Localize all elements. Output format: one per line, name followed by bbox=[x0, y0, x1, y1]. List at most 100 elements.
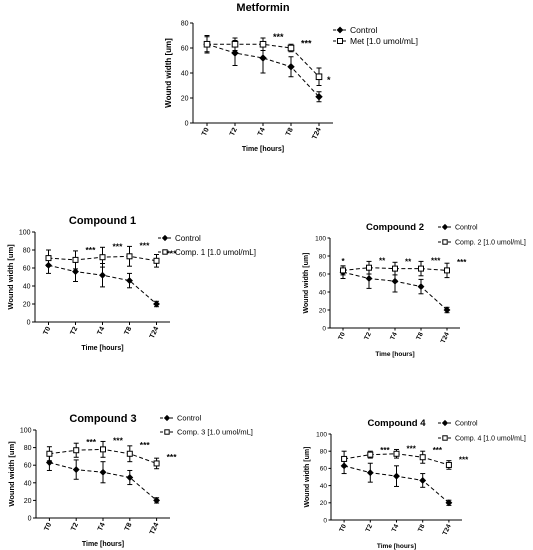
legend-marker bbox=[441, 419, 449, 427]
data-point bbox=[340, 267, 346, 274]
y-tick-label: 100 bbox=[315, 235, 326, 242]
data-point bbox=[153, 300, 160, 308]
data-point bbox=[419, 454, 426, 461]
significance-marker: ** bbox=[405, 257, 412, 266]
y-tick-label: 0 bbox=[185, 120, 189, 127]
y-tick-label: 60 bbox=[23, 265, 31, 272]
series-square bbox=[45, 245, 160, 270]
significance-marker: *** bbox=[380, 446, 390, 455]
y-tick-label: 100 bbox=[20, 427, 32, 434]
data-point bbox=[100, 446, 106, 453]
data-point bbox=[153, 257, 160, 264]
significance-marker: * bbox=[327, 75, 331, 85]
data-point bbox=[419, 477, 427, 484]
x-tick-label: T24 bbox=[149, 522, 160, 536]
data-point bbox=[72, 268, 79, 276]
data-point bbox=[341, 455, 348, 462]
x-tick-label: T8 bbox=[417, 523, 427, 533]
y-tick-label: 20 bbox=[24, 498, 32, 505]
y-tick-label: 100 bbox=[19, 229, 31, 236]
x-tick-label: T0 bbox=[337, 331, 347, 341]
data-point bbox=[391, 277, 399, 285]
legend-label: Comp. 2 [1.0 umol/mL] bbox=[455, 239, 526, 246]
data-point bbox=[443, 306, 451, 314]
data-point bbox=[153, 460, 160, 467]
legend-label: Control bbox=[350, 25, 378, 35]
significance-marker: *** bbox=[140, 240, 151, 250]
x-tick-label: T2 bbox=[363, 331, 373, 341]
legend-marker bbox=[336, 26, 344, 34]
significance-marker: *** bbox=[140, 440, 151, 450]
legend-marker bbox=[164, 429, 170, 435]
series-diamond bbox=[45, 256, 160, 308]
x-tick-label: T8 bbox=[124, 522, 134, 532]
series-diamond bbox=[340, 457, 453, 507]
significance-marker: ** bbox=[379, 256, 386, 265]
y-tick-label: 80 bbox=[181, 20, 189, 27]
data-point bbox=[231, 49, 239, 57]
data-point bbox=[259, 40, 267, 48]
significance-marker: *** bbox=[407, 444, 417, 453]
y-axis-label: Wound width [um] bbox=[303, 253, 310, 314]
x-tick-label: T0 bbox=[338, 523, 348, 533]
data-point bbox=[203, 40, 211, 48]
significance-marker: *** bbox=[301, 38, 312, 48]
data-point bbox=[366, 469, 374, 477]
series-square bbox=[46, 440, 160, 470]
data-point bbox=[366, 264, 372, 271]
y-tick-label: 40 bbox=[23, 283, 31, 290]
y-tick-label: 80 bbox=[319, 253, 327, 260]
data-point bbox=[126, 277, 133, 285]
data-point bbox=[367, 451, 374, 458]
x-tick-label: T4 bbox=[97, 522, 107, 532]
data-point bbox=[45, 255, 52, 262]
legend-label: Comp. 1 [1.0 umol/mL] bbox=[175, 248, 256, 257]
x-axis-label: Time [hours] bbox=[242, 146, 284, 153]
legend-label: Control bbox=[455, 224, 478, 231]
data-point bbox=[315, 93, 323, 101]
x-tick-label: T24 bbox=[442, 523, 453, 536]
x-tick-label: T4 bbox=[257, 127, 267, 137]
y-tick-label: 20 bbox=[23, 301, 31, 308]
x-tick-label: T0 bbox=[201, 127, 211, 137]
data-point bbox=[315, 73, 323, 81]
x-tick-label: T2 bbox=[229, 127, 239, 137]
y-axis-label: Wound width [um] bbox=[304, 447, 311, 508]
y-tick-label: 0 bbox=[322, 325, 326, 332]
x-tick-label: T2 bbox=[70, 522, 80, 532]
y-tick-label: 80 bbox=[320, 448, 328, 455]
chart-title: Compound 1 bbox=[69, 215, 136, 227]
data-point bbox=[126, 253, 133, 260]
data-point bbox=[72, 466, 80, 474]
y-axis-label: Wound width [um] bbox=[164, 38, 173, 108]
y-tick-label: 100 bbox=[316, 431, 327, 438]
x-axis-label: Time [hours] bbox=[375, 351, 414, 358]
data-point bbox=[393, 472, 400, 480]
data-point bbox=[231, 40, 239, 48]
x-tick-label: T24 bbox=[440, 331, 451, 344]
data-point bbox=[287, 63, 295, 71]
x-tick-label: T8 bbox=[415, 331, 425, 341]
significance-marker: *** bbox=[433, 446, 443, 455]
y-tick-label: 20 bbox=[319, 307, 327, 314]
legend-marker bbox=[162, 249, 168, 255]
series-square bbox=[203, 36, 323, 86]
data-point bbox=[287, 44, 295, 52]
data-point bbox=[99, 254, 106, 261]
y-tick-label: 80 bbox=[23, 247, 31, 254]
x-axis-label: Time [hours] bbox=[81, 345, 123, 352]
y-tick-label: 60 bbox=[319, 271, 327, 278]
x-tick-label: T2 bbox=[70, 326, 80, 336]
legend-marker bbox=[442, 239, 448, 245]
legend-label: Control bbox=[175, 234, 201, 243]
x-tick-label: T24 bbox=[149, 326, 160, 340]
y-tick-label: 20 bbox=[320, 500, 328, 507]
data-point bbox=[126, 474, 134, 481]
y-tick-label: 0 bbox=[28, 515, 32, 522]
significance-marker: *** bbox=[459, 456, 469, 465]
